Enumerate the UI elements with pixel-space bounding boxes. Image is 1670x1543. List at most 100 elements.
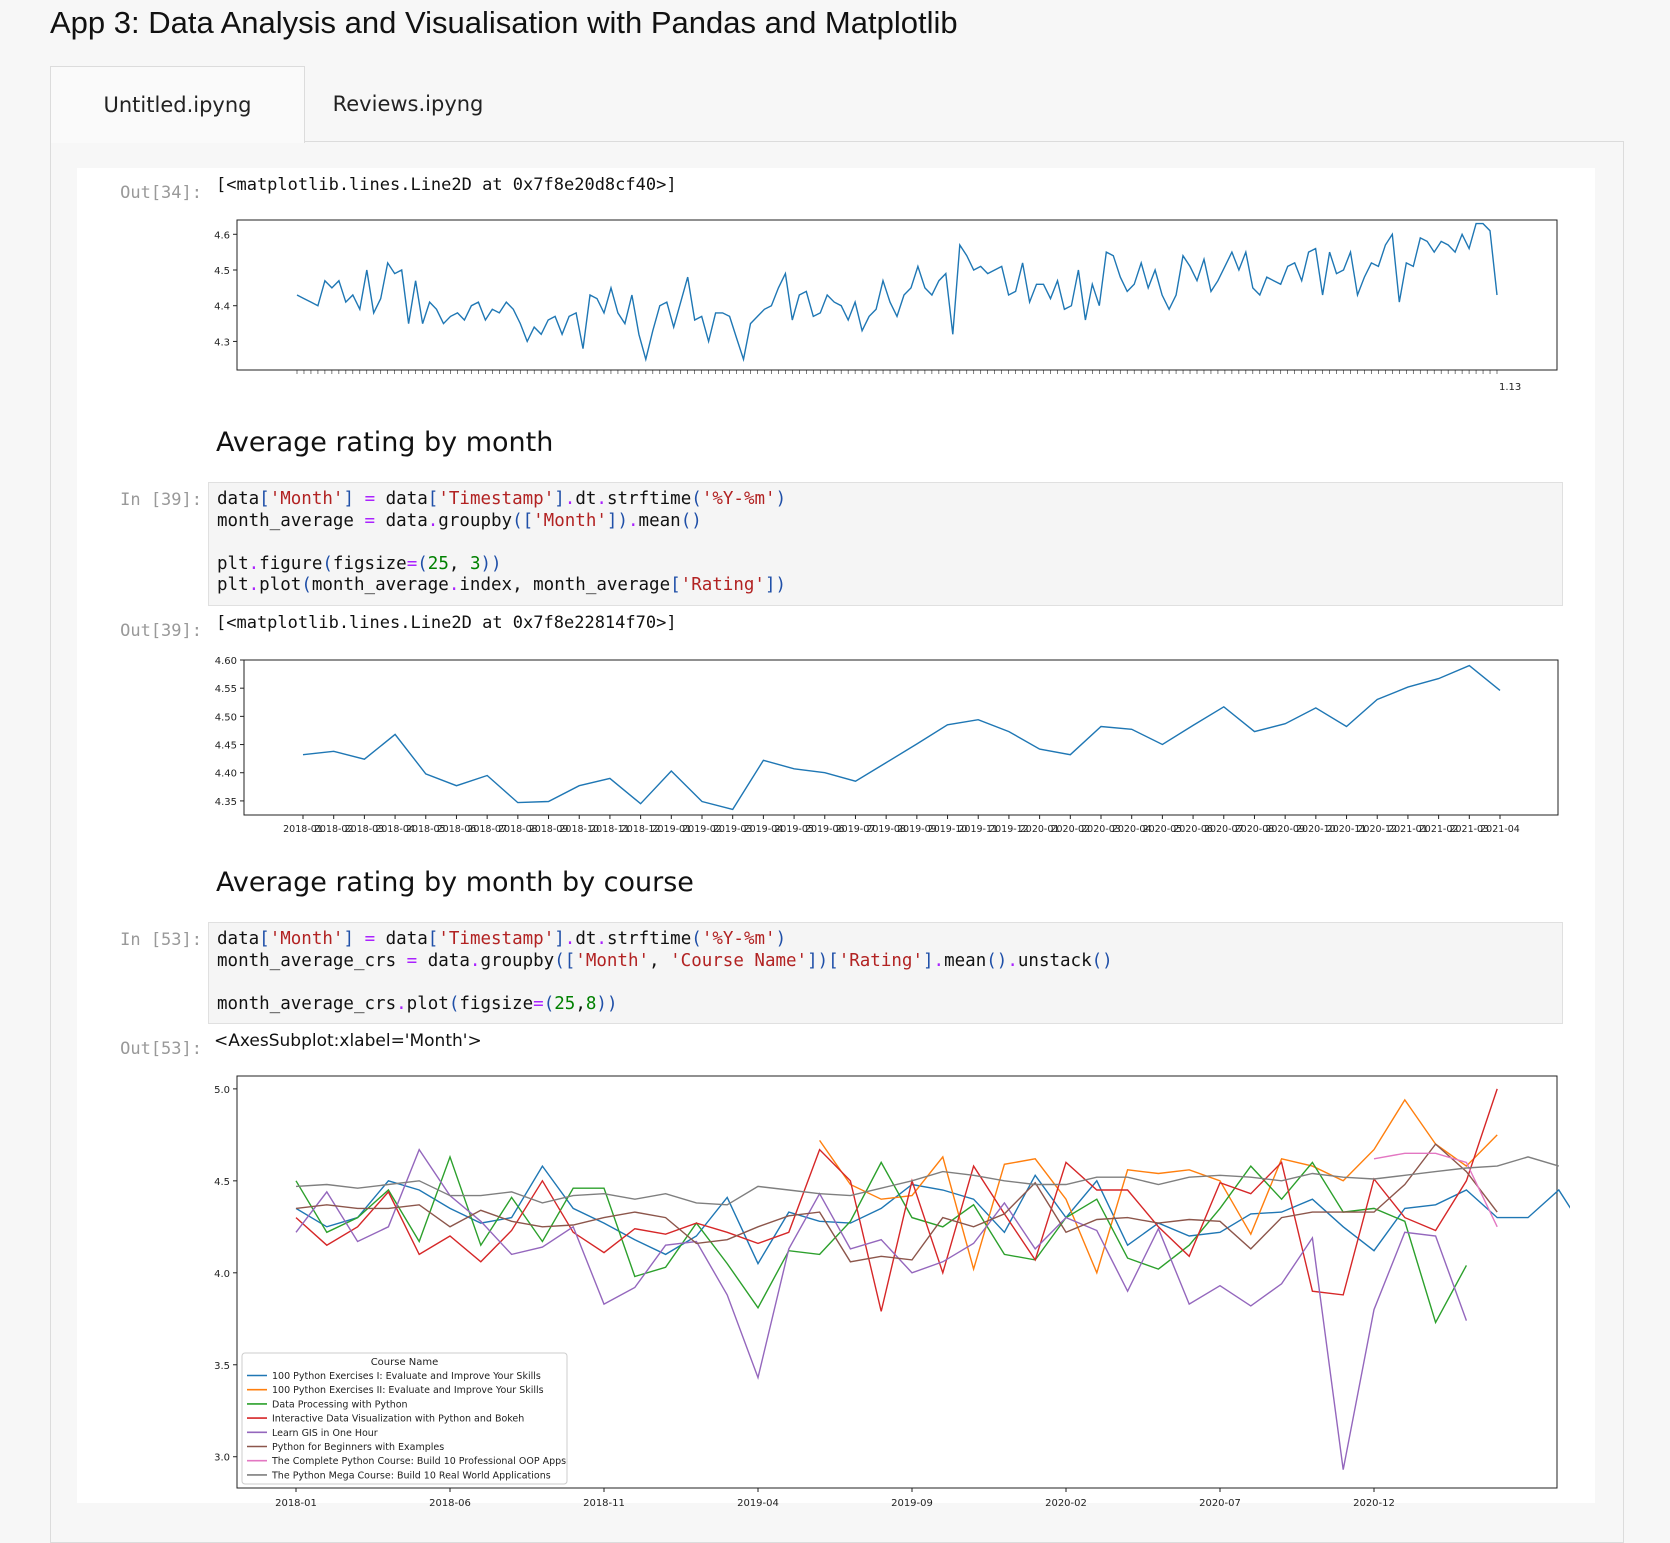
plot-frame xyxy=(236,1075,1558,1489)
y-tick-label: 3.5 xyxy=(214,1361,230,1372)
x-tick-label: 2020-07 xyxy=(1199,1498,1241,1509)
x-tick-label: 2020-05 xyxy=(1143,824,1183,835)
x-tick-label: 2020-10 xyxy=(1296,824,1336,835)
x-tick-label: 2020-02 xyxy=(1050,824,1090,835)
out34-text: [<matplotlib.lines.Line2D at 0x7f8e20d8c… xyxy=(216,175,677,195)
x-tick-label: 2019-09 xyxy=(891,1498,933,1509)
x-tick-label: 2019-02 xyxy=(682,824,722,835)
x-tick-label: 2020-06 xyxy=(1173,824,1213,835)
x-tick-label: 2020-02 xyxy=(1045,1498,1087,1509)
y-tick-label: 5.0 xyxy=(214,1085,230,1096)
y-tick-label: 4.0 xyxy=(214,1269,230,1280)
notebook-area xyxy=(77,168,1595,1503)
y-tick-label: 4.50 xyxy=(215,712,237,723)
x-tick-label: 2019-11 xyxy=(958,824,998,835)
x-tick-label: 2019-08 xyxy=(866,824,906,835)
code39-line: month_average = data.groupby(['Month']).… xyxy=(217,510,702,531)
series-line xyxy=(296,222,1498,363)
y-tick-label: 4.60 xyxy=(215,656,237,667)
series-line xyxy=(295,1088,1498,1312)
x-tick-label: 2021-03 xyxy=(1449,824,1489,835)
x-tick-label: 2020-01 xyxy=(1020,824,1060,835)
x-tick-label: 2018-01 xyxy=(275,1498,317,1509)
x-tick-label: 2019-04 xyxy=(744,824,784,835)
legend-entry: 100 Python Exercises II: Evaluate and Im… xyxy=(272,1385,544,1396)
x-tick-label: 2018-09 xyxy=(529,824,569,835)
code53-line xyxy=(217,972,1554,994)
y-tick-label: 4.5 xyxy=(214,266,230,277)
series-line xyxy=(302,664,1501,811)
x-tick-label: 2019-09 xyxy=(897,824,937,835)
tab-reviews[interactable]: Reviews.ipyng xyxy=(332,92,484,116)
legend-entry: Data Processing with Python xyxy=(272,1399,408,1410)
x-tick-label: 2020-12 xyxy=(1353,1498,1395,1509)
y-tick-label: 3.0 xyxy=(214,1453,230,1464)
app-title: App 3: Data Analysis and Visualisation w… xyxy=(50,5,958,40)
x-tick-label: 2018-01 xyxy=(283,824,323,835)
plot-frame xyxy=(236,219,1558,371)
x-tick-label: 2019-12 xyxy=(989,824,1029,835)
x-tick-label: 2018-12 xyxy=(621,824,661,835)
code-cell-39[interactable]: data['Month'] = data['Timestamp'].dt.str… xyxy=(208,482,1563,606)
chart-course-rating: 3.0 3.5 4.0 4.5 5.0 2018-01 2018-06 2018-11 2019… xyxy=(214,1075,1570,1509)
legend-entry: The Python Mega Course: Build 10 Real Wo… xyxy=(271,1470,551,1481)
x-tick-label: 2018-11 xyxy=(590,824,630,835)
x-tick-label: 2020-04 xyxy=(1112,824,1152,835)
y-tick-label: 4.40 xyxy=(215,769,237,780)
x-tick-label: 2020-03 xyxy=(1081,824,1121,835)
code53-line: month_average_crs.plot(figsize=(25,8)) xyxy=(217,993,618,1014)
legend-entry: The Complete Python Course: Build 10 Pro… xyxy=(271,1456,566,1467)
chart-daily-rating: 4.3 4.4 4.5 4.6 1.13 xyxy=(214,219,1558,392)
plot-frame xyxy=(243,659,1559,816)
code-cell-53[interactable]: data['Month'] = data['Timestamp'].dt.str… xyxy=(208,922,1563,1024)
x-tick-label: 2018-11 xyxy=(583,1498,625,1509)
x-tick-label: 2018-02 xyxy=(314,824,354,835)
out39-prompt: Out[39]: xyxy=(120,621,202,641)
x-tick-label: 2018-10 xyxy=(559,824,599,835)
x-tick-label-last: 1.13 xyxy=(1499,382,1521,392)
y-tick-label: 4.3 xyxy=(214,337,230,348)
series-line xyxy=(295,1156,1560,1206)
legend-entry: 100 Python Exercises I: Evaluate and Imp… xyxy=(272,1371,541,1382)
y-tick-label: 4.55 xyxy=(215,684,237,695)
x-tick-label: 2019-03 xyxy=(713,824,753,835)
code39-line: data['Month'] = data['Timestamp'].dt.str… xyxy=(217,489,787,509)
series-line xyxy=(1373,1152,1498,1228)
x-tick-label: 2019-10 xyxy=(928,824,968,835)
series-line xyxy=(295,1164,1570,1266)
x-tick-label: 2018-04 xyxy=(375,824,415,835)
out53-prompt: Out[53]: xyxy=(120,1039,202,1059)
x-tick-label: 2019-05 xyxy=(774,824,814,835)
x-tick-label: 2020-08 xyxy=(1235,824,1275,835)
x-tick-label: 2020-11 xyxy=(1327,824,1367,835)
heading-avg-month: Average rating by month xyxy=(216,427,554,458)
code53-line: month_average_crs = data.groupby(['Month… xyxy=(217,950,1113,971)
code53-line: data['Month'] = data['Timestamp'].dt.str… xyxy=(217,929,787,949)
x-tick-label: 2021-01 xyxy=(1388,824,1428,835)
x-tick-label: 2021-04 xyxy=(1480,824,1520,835)
legend-entry: Python for Beginners with Examples xyxy=(272,1442,444,1453)
legend-title: Course Name xyxy=(371,1357,439,1368)
x-tick-label: 2019-07 xyxy=(836,824,876,835)
code39-line: plt.plot(month_average.index, month_aver… xyxy=(217,575,787,595)
x-tick-label: 2020-12 xyxy=(1357,824,1397,835)
x-tick-label: 2020-07 xyxy=(1204,824,1244,835)
y-tick-label: 4.6 xyxy=(214,230,230,241)
x-tick-label: 2021-02 xyxy=(1419,824,1459,835)
legend-entry: Interactive Data Visualization with Pyth… xyxy=(272,1414,524,1425)
x-tick-label: 2018-08 xyxy=(498,824,538,835)
x-tick-label: 2018-07 xyxy=(467,824,507,835)
y-tick-label: 4.5 xyxy=(214,1177,230,1188)
x-tick-label: 2019-01 xyxy=(651,824,691,835)
x-tick-label: 2018-03 xyxy=(345,824,385,835)
tab-untitled[interactable]: Untitled.ipyng xyxy=(50,66,305,143)
code39-line xyxy=(217,532,1554,554)
out53-text: <AxesSubplot:xlabel='Month'> xyxy=(214,1031,482,1051)
series-line xyxy=(819,1098,1498,1275)
series-line xyxy=(295,1143,1498,1263)
in39-prompt: In [39]: xyxy=(120,490,202,510)
legend-box xyxy=(241,1352,568,1485)
code39-line: plt.figure(figsize=(25, 3)) xyxy=(217,553,502,574)
series-line xyxy=(295,1154,1468,1325)
x-tick-label: 2019-06 xyxy=(805,824,845,835)
